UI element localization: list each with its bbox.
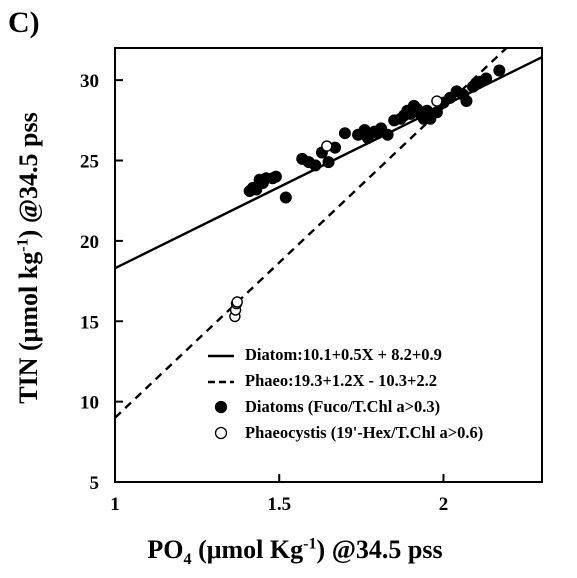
x-tick-label: 1.5 [267, 494, 291, 515]
legend: Diatom:10.1+0.5X + 8.2+0.9 Phaeo:19.3+1.2… [202, 343, 485, 444]
axis-ticks: 5 10 15 20 25 30 1 1.5 2 [80, 71, 448, 515]
phaeocystis-point [431, 95, 443, 107]
y-tick-label: 15 [80, 312, 99, 333]
phaeocystis-point [321, 140, 333, 152]
y-tick-label: 10 [80, 393, 99, 414]
diatom-point [381, 128, 394, 141]
panel-label: C) [8, 6, 40, 39]
diatom-point [493, 64, 506, 77]
y-axis-label: TIN (μmol kg-1) @34.5 pss [14, 112, 43, 404]
diatom-point [480, 72, 493, 85]
phaeocystis-point [231, 296, 243, 308]
diatom-point [322, 156, 335, 169]
data-points [229, 64, 506, 323]
diatom-point [269, 170, 282, 183]
legend-label: Phaeocystis (19'-Hex/T.Chl a>0.6) [245, 423, 483, 442]
legend-marker-symbol [214, 400, 228, 414]
legend-label: Phaeo:19.3+1.2X - 10.3+2.2 [245, 371, 437, 390]
diatom-point [460, 95, 473, 108]
plot-frame [114, 47, 543, 483]
x-tick-label: 1 [110, 494, 120, 515]
x-tick-label: 2 [439, 494, 449, 515]
y-tick-label: 25 [80, 152, 99, 173]
legend-marker-symbol [214, 426, 228, 440]
diatom-point [279, 191, 292, 204]
x-axis-label: PO4 (μmol Kg-1) @34.5 pss [147, 535, 443, 569]
diatom-point [338, 127, 351, 140]
diatom-point [430, 106, 443, 119]
y-tick-label: 30 [80, 71, 99, 92]
diatom-point [309, 159, 322, 172]
legend-label: Diatom:10.1+0.5X + 8.2+0.9 [245, 345, 442, 364]
legend-label: Diatoms (Fuco/T.Chl a>0.3) [245, 397, 440, 416]
y-tick-label: 5 [90, 473, 100, 494]
y-tick-label: 20 [80, 232, 99, 253]
